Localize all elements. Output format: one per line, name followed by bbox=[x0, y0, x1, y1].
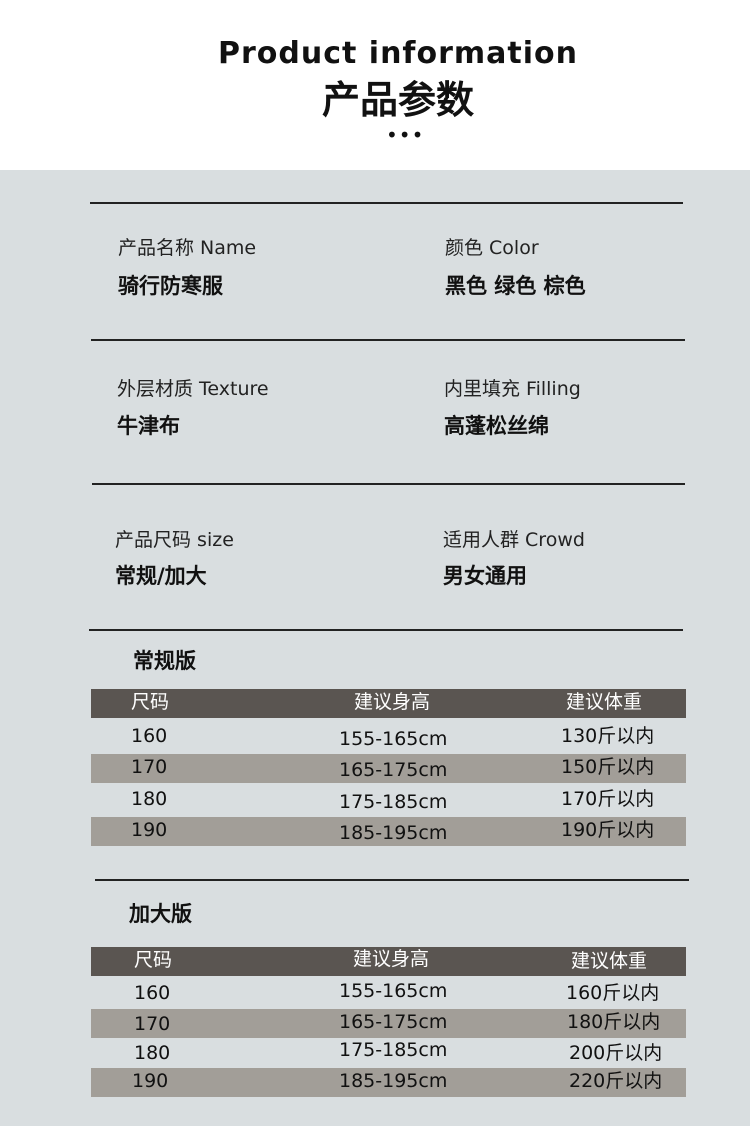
cell: 190 bbox=[132, 1070, 169, 1092]
table-row: 160 155-165cm 160斤以内 bbox=[91, 980, 686, 1009]
table-title-regular: 常规版 bbox=[133, 649, 196, 673]
cell: 190斤以内 bbox=[561, 819, 655, 841]
cell: 185-195cm bbox=[339, 1070, 448, 1092]
header-cell: 建议体重 bbox=[566, 691, 643, 713]
table-header-row: 尺码 建议身高 建议体重 bbox=[91, 689, 686, 718]
divider bbox=[89, 629, 683, 631]
info-value: 骑行防寒服 bbox=[118, 274, 223, 298]
divider bbox=[91, 339, 685, 341]
header-cell: 尺码 bbox=[131, 691, 170, 713]
table-row: 180 175-185cm 200斤以内 bbox=[91, 1039, 686, 1068]
title-en: Product information bbox=[218, 36, 578, 71]
header-band: Product information 产品参数 ••• bbox=[0, 0, 750, 170]
cell: 165-175cm bbox=[339, 1011, 448, 1033]
cell: 175-185cm bbox=[339, 1039, 448, 1061]
info-label: 外层材质 Texture bbox=[117, 378, 269, 400]
table-row: 190 185-195cm 220斤以内 bbox=[91, 1068, 686, 1097]
table-row: 160 155-165cm 130斤以内 bbox=[91, 723, 686, 752]
table-header-row: 尺码 建议身高 建议体重 bbox=[91, 947, 686, 976]
table-row: 180 175-185cm 170斤以内 bbox=[91, 786, 686, 815]
info-label: 适用人群 Crowd bbox=[443, 529, 585, 551]
info-label: 产品尺码 size bbox=[115, 529, 234, 551]
info-label: 颜色 Color bbox=[445, 237, 539, 259]
table-row: 190 185-195cm 190斤以内 bbox=[91, 817, 686, 846]
cell: 130斤以内 bbox=[561, 725, 655, 747]
cell: 170斤以内 bbox=[561, 788, 655, 810]
cell: 180斤以内 bbox=[567, 1011, 661, 1033]
cell: 160 bbox=[134, 982, 171, 1004]
header-cell: 建议身高 bbox=[354, 691, 431, 713]
divider bbox=[92, 483, 685, 485]
divider bbox=[95, 879, 689, 881]
cell: 160斤以内 bbox=[566, 982, 660, 1004]
cell: 150斤以内 bbox=[561, 756, 655, 778]
cell: 170 bbox=[131, 756, 168, 778]
table-row: 170 165-175cm 150斤以内 bbox=[91, 754, 686, 783]
cell: 190 bbox=[131, 819, 168, 841]
cell: 170 bbox=[134, 1013, 171, 1035]
header-cell: 建议身高 bbox=[353, 948, 430, 970]
header-cell: 建议体重 bbox=[571, 950, 648, 972]
dots-decoration: ••• bbox=[386, 123, 425, 147]
cell: 180 bbox=[131, 788, 168, 810]
cell: 160 bbox=[131, 725, 168, 747]
table-title-large: 加大版 bbox=[129, 902, 192, 926]
info-value: 牛津布 bbox=[117, 414, 180, 438]
cell: 155-165cm bbox=[339, 728, 448, 750]
table-row: 170 165-175cm 180斤以内 bbox=[91, 1009, 686, 1038]
info-value: 男女通用 bbox=[443, 564, 527, 588]
header-cell: 尺码 bbox=[134, 949, 173, 971]
cell: 155-165cm bbox=[339, 980, 448, 1002]
cell: 200斤以内 bbox=[569, 1042, 663, 1064]
divider bbox=[90, 202, 683, 204]
title-cn: 产品参数 bbox=[321, 78, 474, 122]
cell: 165-175cm bbox=[339, 759, 448, 781]
info-value: 黑色 绿色 棕色 bbox=[445, 274, 586, 298]
info-value: 常规/加大 bbox=[115, 564, 207, 588]
info-value: 高蓬松丝绵 bbox=[444, 414, 549, 438]
cell: 175-185cm bbox=[339, 791, 448, 813]
cell: 220斤以内 bbox=[569, 1070, 663, 1092]
info-label: 内里填充 Filling bbox=[444, 378, 581, 400]
cell: 180 bbox=[134, 1042, 171, 1064]
cell: 185-195cm bbox=[339, 822, 448, 844]
info-label: 产品名称 Name bbox=[118, 237, 257, 259]
